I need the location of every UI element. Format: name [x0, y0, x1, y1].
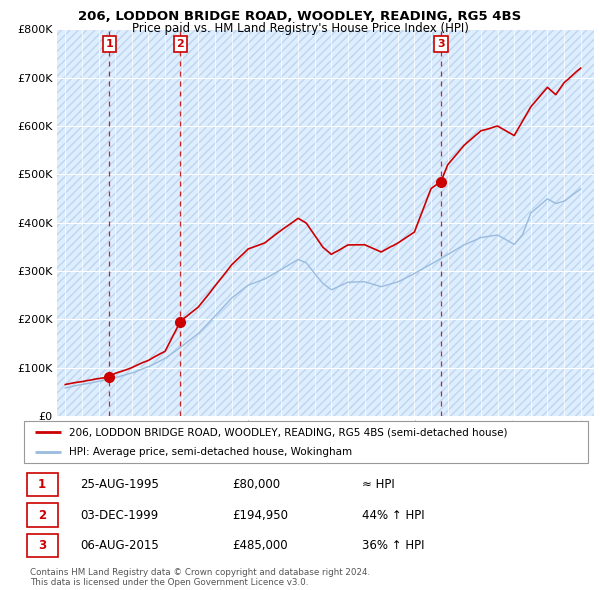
- Text: 25-AUG-1995: 25-AUG-1995: [80, 478, 159, 491]
- Text: Price paid vs. HM Land Registry's House Price Index (HPI): Price paid vs. HM Land Registry's House …: [131, 22, 469, 35]
- Text: £80,000: £80,000: [233, 478, 281, 491]
- Text: Contains HM Land Registry data © Crown copyright and database right 2024.
This d: Contains HM Land Registry data © Crown c…: [30, 568, 370, 587]
- Text: 1: 1: [38, 478, 46, 491]
- Text: 36% ↑ HPI: 36% ↑ HPI: [362, 539, 425, 552]
- Text: 03-DEC-1999: 03-DEC-1999: [80, 509, 158, 522]
- Text: ≈ HPI: ≈ HPI: [362, 478, 395, 491]
- Bar: [27, 503, 58, 527]
- Text: 3: 3: [38, 539, 46, 552]
- Bar: [27, 534, 58, 558]
- Text: £485,000: £485,000: [233, 539, 289, 552]
- Text: 2: 2: [176, 39, 184, 49]
- Text: 206, LODDON BRIDGE ROAD, WOODLEY, READING, RG5 4BS: 206, LODDON BRIDGE ROAD, WOODLEY, READIN…: [79, 10, 521, 23]
- Text: 3: 3: [437, 39, 445, 49]
- Text: 206, LODDON BRIDGE ROAD, WOODLEY, READING, RG5 4BS (semi-detached house): 206, LODDON BRIDGE ROAD, WOODLEY, READIN…: [69, 427, 508, 437]
- Text: 1: 1: [106, 39, 113, 49]
- Text: £194,950: £194,950: [233, 509, 289, 522]
- Text: 06-AUG-2015: 06-AUG-2015: [80, 539, 159, 552]
- Text: HPI: Average price, semi-detached house, Wokingham: HPI: Average price, semi-detached house,…: [69, 447, 352, 457]
- Text: 2: 2: [38, 509, 46, 522]
- Bar: [27, 473, 58, 496]
- Text: 44% ↑ HPI: 44% ↑ HPI: [362, 509, 425, 522]
